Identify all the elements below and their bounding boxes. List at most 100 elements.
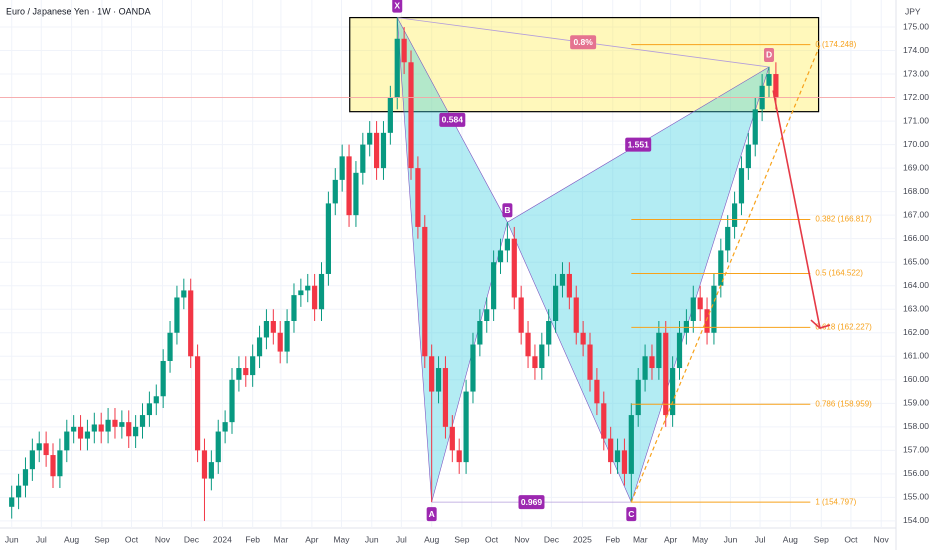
fib-label: 0.786 (158.959) (815, 399, 872, 408)
candle-body (243, 368, 249, 376)
candle-body (484, 309, 490, 321)
candle-body (518, 297, 524, 333)
fib-label: 0.5 (164.522) (815, 269, 863, 278)
ratio-tag (625, 137, 652, 152)
candle-body (312, 285, 318, 310)
candle-body (119, 422, 125, 427)
candle-body (601, 403, 607, 439)
x-tick-label: Feb (245, 534, 260, 544)
candle-body (208, 462, 214, 479)
candle-body (174, 297, 180, 333)
candle-body (656, 332, 662, 369)
candle-body (511, 238, 517, 298)
candle-body (373, 132, 380, 169)
y-tick-label: 169.00 (903, 162, 929, 172)
candle-body (676, 332, 683, 369)
x-tick-label: Jul (755, 534, 766, 544)
candle-body (415, 168, 421, 227)
candle-body (663, 332, 669, 416)
candle-body (15, 485, 22, 498)
candle-body (738, 168, 745, 204)
ratio-tag (439, 112, 466, 127)
fib-label: 0.618 (162.227) (815, 323, 872, 332)
candle-body (256, 337, 263, 357)
ratio-tag (518, 495, 545, 510)
ratio-label: 0.8% (573, 37, 593, 47)
candle-body (353, 172, 359, 216)
point-label: A (429, 509, 435, 519)
candle-body (422, 226, 428, 357)
candle-body (222, 422, 228, 432)
candle-body (766, 74, 772, 86)
point-label: B (504, 205, 510, 215)
candle-body (153, 396, 159, 404)
y-tick-label: 159.00 (903, 398, 929, 408)
x-tick-label: Apr (305, 534, 318, 544)
candle-body (649, 356, 655, 369)
candle-body (594, 379, 600, 404)
x-tick-label: Mar (274, 534, 289, 544)
y-tick-label: 165.00 (903, 256, 929, 266)
target-arrow (772, 90, 821, 329)
x-tick-label: Jul (36, 534, 47, 544)
candle-body (284, 321, 290, 352)
candle-body (36, 443, 42, 451)
candle-body (318, 273, 325, 310)
y-tick-label: 163.00 (903, 303, 929, 313)
x-tick-label: May (692, 534, 709, 544)
y-tick-label: 155.00 (903, 492, 929, 502)
y-tick-label: 175.00 (903, 21, 929, 31)
candle-body (670, 368, 676, 416)
candle-body (229, 379, 235, 423)
point-tag (764, 47, 775, 62)
candle-body (429, 356, 435, 392)
point-tag (502, 203, 513, 218)
candle-body (291, 295, 297, 321)
y-tick-label: 161.00 (903, 351, 929, 361)
candle-body (690, 297, 696, 321)
candle-body (139, 415, 146, 427)
candle-body (745, 144, 751, 169)
chart-title: Euro / Japanese Yen · 1W · OANDA (6, 6, 151, 16)
x-tick-label: Jun (365, 534, 379, 544)
candle-body (470, 344, 476, 392)
x-tick-label: Aug (424, 534, 439, 544)
candle-body (387, 97, 393, 133)
y-tick-label: 154.00 (903, 515, 929, 525)
candle-body (491, 262, 497, 310)
candle-body (435, 368, 442, 392)
candle-body (146, 403, 152, 416)
y-tick-label: 168.00 (903, 186, 929, 196)
y-axis-label: JPY (905, 6, 921, 16)
candle-body (456, 450, 462, 463)
candle-body (587, 344, 593, 380)
y-tick-label: 162.00 (903, 327, 929, 337)
candle-body (126, 422, 132, 437)
candle-body (29, 450, 35, 470)
candle-body (704, 309, 710, 333)
candle-body (167, 332, 173, 361)
candle-body (725, 226, 731, 251)
candle-body (718, 250, 724, 286)
candle-body (112, 419, 118, 427)
candle-body (566, 273, 572, 298)
ratio-label: 1.551 (628, 139, 650, 149)
candle-body (367, 132, 373, 145)
y-tick-label: 157.00 (903, 445, 929, 455)
fib-label: 0 (174.248) (815, 40, 856, 49)
candle-body (201, 450, 208, 479)
candle-body (64, 431, 70, 451)
candle-body (752, 109, 758, 145)
candle-body (22, 469, 29, 486)
x-tick-label: Dec (544, 534, 560, 544)
y-tick-label: 170.00 (903, 139, 929, 149)
y-tick-label: 171.00 (903, 115, 929, 125)
y-tick-label: 160.00 (903, 374, 929, 384)
x-tick-label: Oct (485, 534, 499, 544)
point-tag (426, 507, 437, 522)
candle-body (9, 497, 15, 507)
y-tick-label: 166.00 (903, 233, 929, 243)
candle-body (628, 415, 634, 474)
